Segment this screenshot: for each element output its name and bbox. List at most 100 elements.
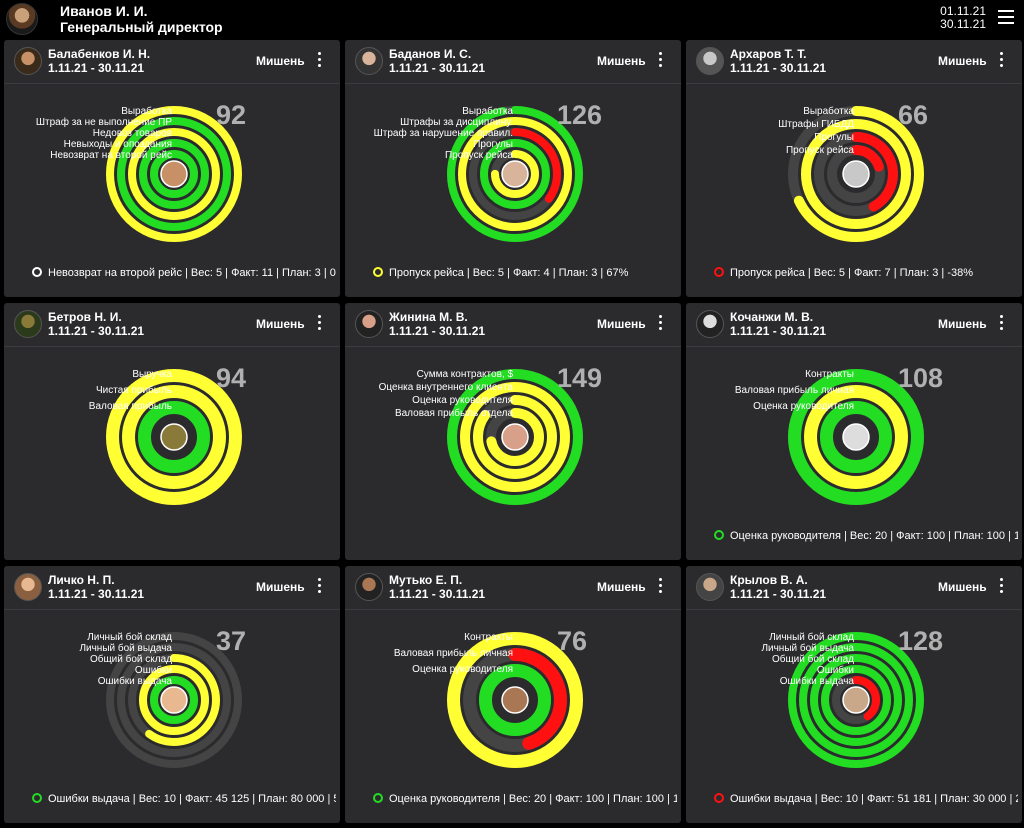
- ring-label: Штраф за нарушение правил.: [373, 128, 513, 139]
- employee-avatar[interactable]: [355, 573, 383, 601]
- kpi-summary: Пропуск рейса | Вес: 5 | Факт: 7 | План:…: [714, 267, 1018, 279]
- target-button[interactable]: Мишень: [938, 54, 987, 68]
- employee-card[interactable]: Кочанжи М. В. 1.11.21 - 30.11.21 Мишень 108…: [686, 303, 1022, 560]
- employee-card[interactable]: Бетров Н. И. 1.11.21 - 30.11.21 Мишень 94 Вы…: [4, 303, 340, 560]
- more-vert-icon[interactable]: [655, 578, 665, 594]
- more-vert-icon[interactable]: [996, 52, 1006, 68]
- more-vert-icon[interactable]: [655, 52, 665, 68]
- target-rings-chart[interactable]: [686, 347, 1022, 560]
- employee-avatar[interactable]: [696, 47, 724, 75]
- center-avatar: [160, 423, 188, 451]
- kpi-summary-text: Ошибки выдача | Вес: 10 | Факт: 51 181 |…: [730, 793, 1018, 805]
- ring-arc: [814, 132, 898, 216]
- employee-avatar[interactable]: [355, 310, 383, 338]
- employee-avatar[interactable]: [355, 47, 383, 75]
- employee-card[interactable]: Балабенков И. Н. 1.11.21 - 30.11.21 Мишень…: [4, 40, 340, 297]
- more-vert-icon[interactable]: [996, 315, 1006, 331]
- ring-label: Пропуск рейса: [444, 150, 513, 161]
- ring-arc: [139, 665, 209, 735]
- ring-label: Валовая прибыль личная: [734, 385, 854, 396]
- target-rings-chart[interactable]: [686, 610, 1022, 823]
- target-button[interactable]: Мишень: [597, 317, 646, 331]
- ring-label: Штрафы ГИБДД: [778, 119, 854, 130]
- more-vert-icon[interactable]: [314, 578, 324, 594]
- ring-label: Личный бой выдача: [761, 643, 854, 654]
- target-rings-chart[interactable]: [4, 610, 340, 823]
- ring-label: Общий бой склад: [771, 654, 854, 665]
- target-rings-chart[interactable]: [345, 347, 681, 560]
- ring-arc: [491, 150, 539, 198]
- ring-arc: [801, 119, 911, 229]
- score-value: 94: [216, 363, 247, 393]
- target-rings-chart[interactable]: [345, 610, 681, 823]
- ring-arc: [460, 382, 570, 492]
- target-button[interactable]: Мишень: [597, 580, 646, 594]
- more-vert-icon[interactable]: [655, 315, 665, 331]
- ring-arc: [128, 654, 220, 746]
- employee-card[interactable]: Личко Н. П. 1.11.21 - 30.11.21 Мишень 37 Лич…: [4, 566, 340, 823]
- more-vert-icon[interactable]: [314, 52, 324, 68]
- kpi-summary-text: Пропуск рейса | Вес: 5 | Факт: 4 | План:…: [389, 267, 629, 279]
- employee-card[interactable]: Архаров Т. Т. 1.11.21 - 30.11.21 Мишень 66 В…: [686, 40, 1022, 297]
- employee-card[interactable]: Жинина М. В. 1.11.21 - 30.11.21 Мишень 149 С…: [345, 303, 681, 560]
- period-dates[interactable]: 01.11.21 30.11.21: [930, 5, 986, 31]
- ring-label: Сумма контрактов, $: [416, 369, 513, 380]
- employee-card[interactable]: Крылов В. А. 1.11.21 - 30.11.21 Мишень 128 Л…: [686, 566, 1022, 823]
- employee-avatar[interactable]: [696, 310, 724, 338]
- user-avatar[interactable]: [6, 3, 38, 35]
- ring-label: Валовая прибыль отдела: [394, 408, 513, 419]
- employee-name: Бетров Н. И.: [48, 310, 122, 324]
- status-dot-icon: [714, 267, 724, 277]
- ring-label: Прогулы: [814, 132, 854, 143]
- divider: [4, 346, 340, 347]
- ring-label: Прогулы: [473, 139, 513, 150]
- target-rings-chart[interactable]: [345, 84, 681, 297]
- ring-label: Чистая прибыль: [96, 385, 172, 396]
- ring-arc: [788, 632, 924, 768]
- more-vert-icon[interactable]: [996, 578, 1006, 594]
- card-header: Баданов И. С. 1.11.21 - 30.11.21 Мишень: [345, 40, 681, 76]
- status-dot-icon: [32, 793, 42, 803]
- ring-arc: [473, 395, 557, 479]
- employee-avatar[interactable]: [14, 47, 42, 75]
- target-rings-chart[interactable]: [4, 84, 340, 297]
- card-header: Кочанжи М. В. 1.11.21 - 30.11.21 Мишень: [686, 303, 1022, 339]
- target-button[interactable]: Мишень: [938, 317, 987, 331]
- ring-arc: [128, 128, 220, 220]
- card-header: Мутько Е. П. 1.11.21 - 30.11.21 Мишень: [345, 566, 681, 602]
- ring-arc: [138, 401, 210, 473]
- kpi-summary: Оценка руководителя | Вес: 20 | Факт: 10…: [373, 793, 677, 805]
- status-dot-icon: [373, 267, 383, 277]
- ring-arc: [117, 117, 231, 231]
- target-button[interactable]: Мишень: [597, 54, 646, 68]
- ring-arc: [106, 106, 242, 242]
- target-rings-chart[interactable]: [686, 84, 1022, 297]
- ring-arc: [788, 369, 924, 505]
- employee-card[interactable]: Мутько Е. П. 1.11.21 - 30.11.21 Мишень 76 Ко…: [345, 566, 681, 823]
- kpi-summary-text: Невозврат на второй рейс | Вес: 5 | Факт…: [48, 267, 336, 279]
- employee-card[interactable]: Баданов И. С. 1.11.21 - 30.11.21 Мишень 126…: [345, 40, 681, 297]
- target-rings-chart[interactable]: [4, 347, 340, 560]
- card-header: Крылов В. А. 1.11.21 - 30.11.21 Мишень: [686, 566, 1022, 602]
- score-value: 108: [898, 363, 944, 393]
- ring-label: Валовая прибыль: [88, 401, 172, 412]
- divider: [4, 83, 340, 84]
- more-vert-icon[interactable]: [314, 315, 324, 331]
- status-dot-icon: [714, 530, 724, 540]
- center-avatar: [501, 423, 529, 451]
- score-value: 66: [898, 100, 929, 130]
- employee-name: Жинина М. В.: [389, 310, 468, 324]
- score-value: 128: [898, 626, 944, 656]
- target-button[interactable]: Мишень: [938, 580, 987, 594]
- employee-period: 1.11.21 - 30.11.21: [48, 324, 145, 338]
- employee-avatar[interactable]: [14, 573, 42, 601]
- score-value: 37: [216, 626, 247, 656]
- divider: [345, 609, 681, 610]
- target-button[interactable]: Мишень: [256, 580, 305, 594]
- employee-avatar[interactable]: [14, 310, 42, 338]
- hamburger-menu-icon[interactable]: [998, 10, 1014, 24]
- target-button[interactable]: Мишень: [256, 317, 305, 331]
- employee-avatar[interactable]: [696, 573, 724, 601]
- employee-period: 1.11.21 - 30.11.21: [730, 324, 827, 338]
- target-button[interactable]: Мишень: [256, 54, 305, 68]
